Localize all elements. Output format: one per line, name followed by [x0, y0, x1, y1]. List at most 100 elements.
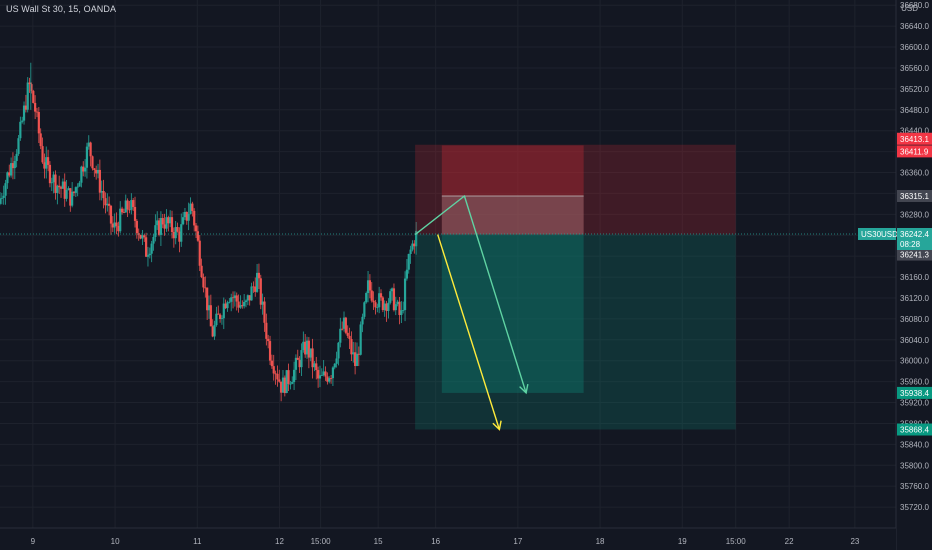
candle-body: [156, 220, 159, 226]
candle-body: [211, 326, 214, 337]
candle-body: [230, 297, 233, 302]
outer-stop-zone[interactable]: [415, 144, 736, 235]
price-tick-label: 35960.0: [900, 378, 929, 387]
price-tick-label: 36600.0: [900, 43, 929, 52]
candle-body: [274, 373, 277, 375]
candle-body: [191, 203, 194, 211]
candle-body: [291, 382, 294, 384]
candle-body: [381, 297, 384, 311]
inner-stop-zone[interactable]: [441, 145, 584, 235]
candle-body: [54, 174, 57, 193]
candle-body: [207, 305, 211, 311]
time-tick-label: 9: [31, 537, 36, 546]
candle-body: [71, 191, 74, 206]
candle-body: [165, 217, 168, 229]
candle-body: [128, 209, 131, 211]
candle-body: [324, 371, 327, 377]
candle-body: [289, 383, 292, 385]
candle-body: [0, 198, 2, 204]
candle-body: [196, 231, 200, 241]
candle-body: [329, 378, 333, 379]
long-projection-line[interactable]: [414, 194, 527, 394]
candle-body: [132, 200, 135, 207]
candle-body: [333, 363, 336, 368]
time-tick-label: 15:00: [311, 537, 332, 546]
candle-body: [143, 235, 146, 238]
time-tick-label: 23: [850, 537, 859, 546]
candle-body: [148, 253, 151, 256]
candle-body: [139, 234, 142, 239]
candle-body: [194, 225, 198, 232]
candle-body: [0, 197, 3, 199]
candle-body: [141, 235, 144, 239]
candle-body: [228, 301, 231, 303]
candle-body: [394, 304, 397, 311]
candle-body: [120, 208, 124, 213]
price-tick-label: 36080.0: [900, 315, 929, 324]
candle-body: [292, 369, 296, 383]
time-tick-label: 16: [431, 537, 440, 546]
time-axis[interactable]: 9 10 11 12 15:00 15 16 17 18 19 15:00 22 23: [0, 527, 896, 550]
time-tick-label: 17: [513, 537, 522, 546]
candle-body: [100, 191, 103, 193]
candle-body: [43, 162, 46, 169]
candle-body: [176, 227, 179, 232]
candle-body: [322, 371, 325, 376]
candle-body: [59, 187, 63, 189]
candle-body: [313, 363, 316, 368]
candle-body: [328, 378, 331, 382]
symbol-tag-label: US30USD: [861, 230, 898, 239]
candle-body: [283, 377, 286, 394]
long-projection-arrowhead: [519, 383, 529, 395]
candle-body: [372, 300, 375, 303]
candle-body: [174, 227, 177, 239]
candle-body: [154, 225, 157, 237]
time-tick-label: 18: [596, 537, 605, 546]
candle-body: [87, 142, 90, 147]
candle-body: [111, 223, 114, 228]
candle-body: [76, 186, 79, 188]
candle-body: [278, 379, 281, 382]
candle-body: [366, 280, 370, 294]
candle-body: [34, 102, 37, 112]
candle-body: [52, 174, 55, 183]
short-projection-arrowhead: [492, 420, 502, 431]
candle-body: [276, 373, 279, 380]
price-tag-target: [897, 386, 932, 399]
candle-body: [50, 182, 53, 184]
projection-arrows[interactable]: [414, 194, 529, 431]
candle-body: [41, 146, 44, 163]
candle-body: [263, 301, 266, 323]
price-tick-label: 36120.0: [900, 294, 929, 303]
candle-body: [337, 342, 340, 359]
candle-body: [65, 190, 68, 199]
candle-body: [193, 210, 196, 226]
candle-body: [222, 303, 225, 319]
candle-body: [163, 224, 166, 229]
candle-body: [355, 353, 359, 367]
candle-body: [202, 276, 205, 288]
candle-body: [91, 156, 94, 169]
candle-body: [318, 375, 322, 379]
candle-body: [233, 295, 236, 299]
candle-body: [74, 187, 77, 193]
candle-body: [96, 169, 100, 174]
short-projection-line[interactable]: [437, 234, 501, 430]
price-tick-label: 36480.0: [900, 106, 929, 115]
candle-body: [63, 181, 66, 199]
candle-body: [350, 338, 353, 355]
candle-body: [396, 301, 399, 305]
short-position-tool[interactable]: [415, 144, 736, 430]
inner-target-zone[interactable]: [441, 234, 584, 393]
candle-body: [307, 340, 310, 358]
candle-body: [267, 338, 270, 342]
candlestick-series: [0, 62, 418, 402]
price-tick-label: 36280.0: [900, 210, 929, 219]
currency-label: USD: [901, 4, 918, 13]
candle-body: [389, 291, 392, 303]
candle-body: [241, 305, 244, 307]
